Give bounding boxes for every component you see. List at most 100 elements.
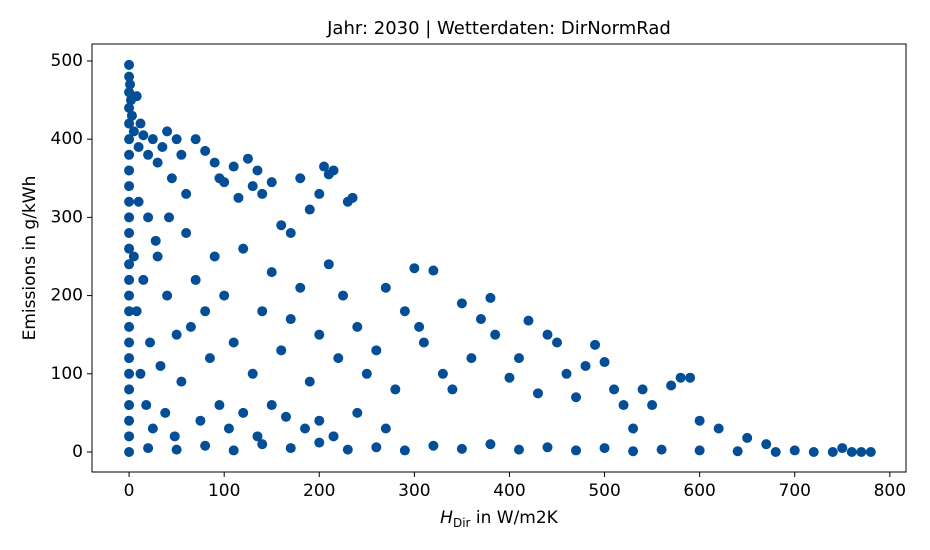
point — [276, 220, 287, 231]
point — [542, 442, 553, 453]
point — [571, 445, 582, 456]
point — [124, 321, 135, 332]
point — [571, 392, 582, 403]
point — [200, 145, 211, 156]
point — [176, 376, 187, 387]
point — [124, 384, 135, 395]
point — [124, 259, 135, 270]
point — [143, 443, 154, 454]
point — [152, 157, 163, 168]
point — [647, 400, 658, 411]
point — [328, 165, 339, 176]
point — [238, 243, 249, 254]
point — [319, 161, 330, 172]
point — [247, 368, 258, 379]
point — [238, 407, 249, 418]
point — [126, 110, 137, 121]
plot-frame — [91, 43, 907, 473]
point — [145, 337, 156, 348]
y-tick-label: 400 — [51, 129, 83, 149]
point — [808, 446, 819, 457]
point — [124, 353, 135, 364]
point — [157, 141, 168, 152]
point — [160, 407, 171, 418]
point — [485, 439, 496, 450]
point — [124, 368, 135, 379]
point — [390, 384, 401, 395]
point — [428, 265, 439, 276]
point — [181, 228, 192, 239]
point — [200, 440, 211, 451]
point — [143, 149, 154, 160]
point — [276, 345, 287, 356]
point — [590, 339, 601, 350]
point — [523, 315, 534, 326]
point — [628, 446, 639, 457]
point — [214, 400, 225, 411]
point — [147, 134, 158, 145]
point — [609, 384, 620, 395]
point — [252, 431, 263, 442]
point — [247, 181, 258, 192]
point — [352, 321, 363, 332]
point — [209, 157, 220, 168]
point — [242, 153, 253, 164]
point — [233, 192, 244, 203]
point — [219, 177, 230, 188]
point — [285, 443, 296, 454]
point — [295, 282, 306, 293]
y-tick-label: 200 — [51, 286, 83, 306]
point — [371, 345, 382, 356]
point — [761, 439, 772, 450]
point — [314, 188, 325, 199]
point — [133, 141, 144, 152]
point — [162, 290, 173, 301]
point — [171, 134, 182, 145]
point — [190, 274, 201, 285]
point — [162, 126, 173, 137]
point — [124, 274, 135, 285]
point — [209, 251, 220, 262]
x-tick-label: 800 — [874, 481, 906, 501]
point — [399, 445, 410, 456]
point — [141, 400, 152, 411]
point — [143, 212, 154, 223]
point — [124, 102, 135, 113]
point — [675, 372, 686, 383]
point — [475, 314, 486, 325]
point — [124, 431, 135, 442]
point — [637, 384, 648, 395]
point — [342, 444, 353, 455]
point — [135, 118, 146, 129]
chart-title: Jahr: 2030 | Wetterdaten: DirNormRad — [326, 18, 671, 39]
point — [228, 337, 239, 348]
point — [466, 353, 477, 364]
point — [164, 212, 175, 223]
point — [314, 437, 325, 448]
point — [713, 423, 724, 434]
point — [789, 445, 800, 456]
point — [561, 368, 572, 379]
point — [124, 243, 135, 254]
point — [135, 368, 146, 379]
point — [131, 306, 142, 317]
point — [380, 282, 391, 293]
point — [542, 329, 553, 340]
point — [133, 196, 144, 207]
point — [295, 173, 306, 184]
point — [138, 274, 149, 285]
point — [409, 263, 420, 274]
point — [414, 321, 425, 332]
point — [485, 292, 496, 303]
point — [418, 337, 429, 348]
point — [552, 337, 563, 348]
point — [124, 228, 135, 239]
point — [257, 439, 268, 450]
point — [666, 380, 677, 391]
x-tick-label: 500 — [588, 481, 620, 501]
point — [124, 415, 135, 426]
point — [171, 329, 182, 340]
point — [285, 228, 296, 239]
point — [513, 444, 524, 455]
